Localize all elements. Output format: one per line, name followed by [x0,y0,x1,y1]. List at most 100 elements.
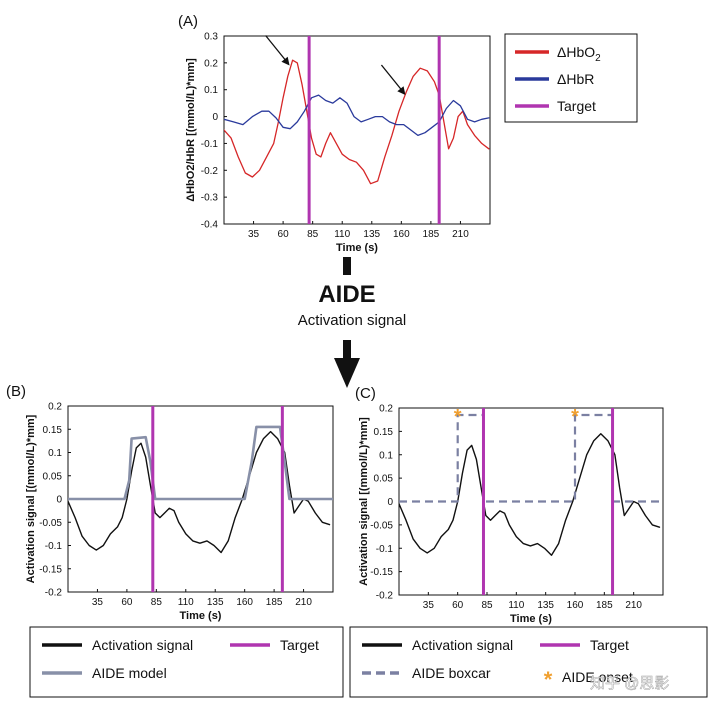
flow-title: AIDE [318,281,375,308]
panel-label: (A) [178,13,198,30]
panel-b: (B) -0.2 -0.15 -0.1 -0.05 0 0.05 0.1 0.15 0.2 35 60… [6,383,344,698]
x-tick-label: 135 [207,597,224,608]
arrow-head-icon [281,56,290,66]
x-tick-label: 160 [393,229,410,240]
series-line-aide_boxcar [399,413,663,503]
legend-star-icon: * [544,667,553,692]
arrow-shaft [380,64,403,92]
series-line-activation [399,433,661,556]
flow-section: AIDE Activation signal [298,257,406,388]
y-tick-label: 0.15 [43,425,63,436]
series-line-hbr [224,94,490,137]
legend-box [349,626,708,698]
legend-label: Activation signal [412,637,513,653]
x-tick-label: 210 [452,229,469,240]
legend-label: AIDE model [92,665,167,681]
y-tick-label: -0.2 [201,166,219,177]
y-tick-label: -0.4 [201,220,219,231]
flow-arrow-shaft [343,340,351,360]
legend-label: Target [280,637,319,653]
panel-label: (B) [6,383,26,400]
y-tick-label: 0.2 [204,58,218,69]
y-tick-label: -0.1 [201,139,219,150]
y-tick-label: 0.15 [374,427,394,438]
y-tick-label: -0.1 [376,544,394,555]
legend-label-subscript: 2 [595,53,601,64]
arrow-shaft [265,35,288,62]
y-tick-label: 0.1 [48,448,62,459]
plot-frame [223,35,491,225]
plot-area [224,36,490,224]
y-tick-label: -0.05 [39,518,62,529]
panel-label: (C) [355,385,376,402]
x-tick-label: 60 [121,597,133,608]
y-tick-label: 0.3 [204,32,218,43]
flow-connector-bar [343,257,351,275]
plot-area [68,406,333,592]
x-tick-label: 35 [248,229,260,240]
x-tick-label: 210 [625,600,642,611]
y-tick-label: -0.1 [45,541,63,552]
x-tick-label: 160 [236,597,253,608]
legend-box [29,626,344,698]
y-axis-label: Activation signal [(mmol/L)*mm] [358,417,370,586]
y-tick-label: -0.15 [370,567,393,578]
onset-star-icon: * [571,406,579,428]
onset-star-icon: * [454,406,462,428]
series-line-hbo2 [224,59,490,185]
legend-label: Target [557,98,596,114]
y-tick-label: 0.2 [48,402,62,413]
y-tick-label: -0.3 [201,193,219,204]
panel-c: (C) -0.2 -0.15 -0.1 -0.05 0 0.05 0.1 0.15 0.2 35 60… [349,385,708,698]
y-tick-label: 0 [212,112,218,123]
x-tick-label: 160 [567,600,584,611]
x-tick-label: 110 [508,600,524,611]
y-tick-label: 0.1 [204,85,218,96]
x-tick-label: 85 [481,600,493,611]
y-tick-label: -0.05 [370,520,393,531]
y-tick-label: 0 [387,497,393,508]
x-tick-label: 110 [334,229,350,240]
y-tick-label: -0.15 [39,564,62,575]
x-tick-label: 135 [537,600,554,611]
watermark: 知乎 @思影 [590,675,669,692]
x-tick-label: 110 [178,597,194,608]
x-tick-label: 35 [423,600,435,611]
legend-label: ΔHbO2 [557,44,601,64]
x-tick-label: 60 [278,229,290,240]
x-tick-label: 210 [295,597,312,608]
plot-area [399,408,663,595]
x-axis-label: Time (s) [510,613,552,625]
y-tick-label: 0.05 [374,474,394,485]
x-tick-label: 60 [452,600,464,611]
x-tick-label: 185 [266,597,283,608]
x-tick-label: 35 [92,597,104,608]
y-axis-label: ΔHbO2/HbR [(mmol/L)*mm] [185,58,197,202]
x-tick-label: 185 [423,229,440,240]
x-tick-label: 135 [363,229,380,240]
panel-a: (A) -0.4 -0.3 -0.2 -0.1 0 0.1 0.2 0.3 35 60 85 110 13… [178,13,638,254]
x-tick-label: 185 [596,600,613,611]
y-tick-label: -0.2 [45,588,63,599]
legend-label: AIDE onset [562,669,633,685]
y-tick-label: -0.2 [376,591,394,602]
y-tick-label: 0.2 [379,404,393,415]
flow-subtitle: Activation signal [298,312,406,329]
x-axis-label: Time (s) [336,242,378,254]
y-tick-label: 0.1 [379,450,393,461]
legend-label: AIDE boxcar [412,665,491,681]
legend-label: Target [590,637,629,653]
x-axis-label: Time (s) [180,610,222,622]
y-tick-label: 0 [56,495,62,506]
arrow-head-icon [397,86,406,96]
x-tick-label: 85 [151,597,163,608]
flow-arrow-head-icon [334,358,360,388]
y-tick-label: 0.05 [43,471,63,482]
x-tick-label: 85 [307,229,319,240]
series-line-activation [68,430,331,554]
legend-label: Activation signal [92,637,193,653]
y-axis-label: Activation signal [(mmol/L)*mm] [25,414,37,583]
legend-label: ΔHbR [557,71,594,87]
series-line-aide_model [68,425,333,501]
